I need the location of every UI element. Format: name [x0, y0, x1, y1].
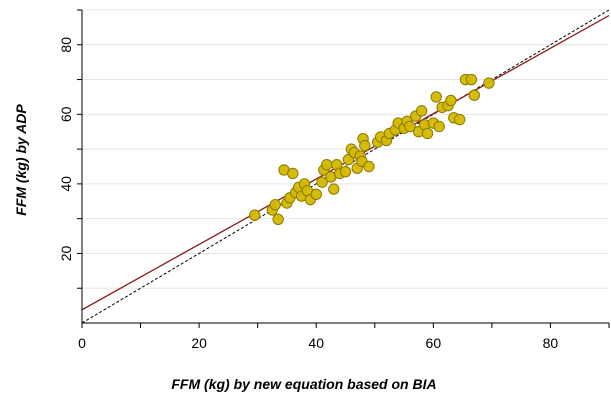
y-tick-label: 80 — [58, 37, 74, 53]
x-tick-label: 40 — [308, 335, 324, 351]
data-points — [249, 73, 495, 226]
data-point — [465, 73, 478, 86]
x-tick-label: 20 — [191, 335, 207, 351]
data-point — [415, 105, 428, 117]
data-point — [316, 176, 328, 188]
data-point — [445, 94, 457, 107]
x-tick-label: 80 — [543, 335, 559, 351]
x-axis-ticks: 0 20 40 60 80 — [78, 323, 610, 351]
data-point — [363, 160, 375, 173]
data-point — [359, 139, 371, 152]
data-point — [483, 77, 495, 89]
data-point — [453, 113, 466, 126]
y-tick-label: 20 — [58, 245, 74, 261]
data-point — [328, 183, 340, 195]
data-point — [404, 120, 416, 133]
data-point — [287, 167, 299, 180]
data-point — [430, 91, 442, 103]
y-axis-ticks: 20 40 60 80 — [58, 9, 82, 289]
y-axis-title: FFM (kg) by ADP — [13, 104, 29, 216]
y-tick-label: 60 — [58, 106, 74, 122]
data-point — [433, 120, 445, 133]
data-point — [269, 199, 281, 211]
data-point — [272, 213, 284, 226]
data-point — [421, 127, 434, 140]
y-tick-label: 40 — [58, 176, 74, 192]
grid-lines — [82, 9, 609, 289]
x-tick-label: 0 — [78, 335, 86, 351]
axes — [81, 10, 609, 324]
data-point — [468, 89, 481, 101]
x-axis-title: FFM (kg) by new equation based on BIA — [171, 376, 436, 392]
data-point — [339, 166, 352, 178]
data-point — [321, 159, 333, 171]
data-point — [310, 188, 322, 201]
data-point — [249, 209, 261, 221]
x-tick-label: 60 — [426, 335, 442, 351]
